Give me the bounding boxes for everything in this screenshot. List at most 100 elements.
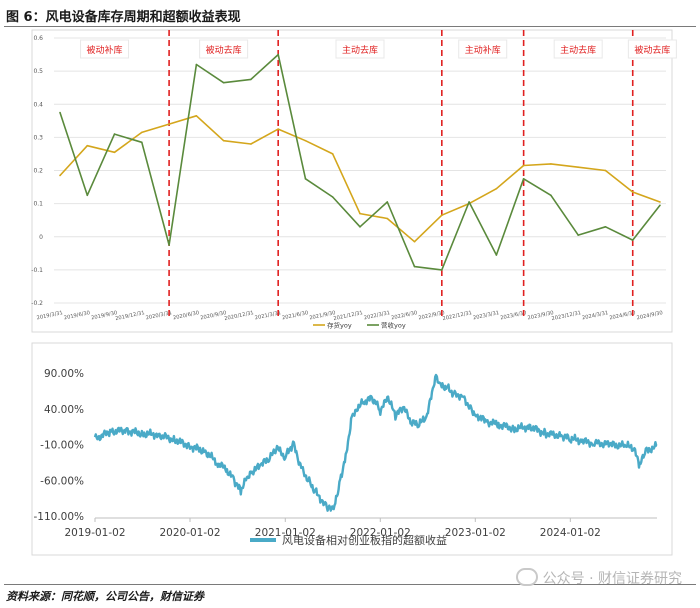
chart2-xtick-label: 2023-01-02 — [445, 527, 506, 539]
chart1-series-point — [631, 191, 634, 193]
chart1-series-point — [113, 133, 116, 135]
chart1-series-point — [659, 204, 661, 207]
chart1-phase-box — [335, 39, 385, 59]
chart1-series-point — [441, 214, 443, 217]
chart2-xtick-label: 2024-01-02 — [540, 527, 601, 539]
chart1-xtick-label: 2024/3/31 — [582, 310, 609, 321]
chart2-ytick-label: 90.00% — [44, 368, 84, 380]
chart1-ytick-label: 0.1 — [33, 201, 43, 208]
chart2-xtick-label: 2020-01-02 — [159, 527, 220, 539]
chart1-series-point — [250, 143, 252, 145]
chart1-series-point — [304, 139, 307, 142]
chart1-series-point — [277, 53, 279, 56]
chart2-ytick-label: 40.00% — [44, 404, 84, 416]
chart1-series-point — [168, 244, 170, 246]
chart1-series-point — [222, 139, 225, 142]
chart1-ytick-label: 0.5 — [33, 68, 43, 75]
chart1-series-point — [604, 169, 607, 172]
chart1-frame — [31, 29, 673, 333]
chart1-series-point — [550, 163, 552, 165]
chart1-series-point — [386, 217, 389, 220]
chart1-series-point — [141, 131, 143, 134]
chart1-xtick-label: 2021/3/31 — [254, 310, 281, 321]
chart2-xtick-label: 2022-01-02 — [350, 527, 411, 539]
chart1-series-point — [577, 234, 579, 236]
chart1-ytick-label: 0.3 — [33, 134, 43, 141]
chart1-xtick-label: 2024/6/30 — [609, 310, 636, 321]
top-rule — [4, 26, 696, 27]
chart1-ytick-label: 0.4 — [33, 101, 43, 108]
watermark-text: 公众号 · 财信证券研究 — [542, 571, 682, 587]
chart1-series-point — [250, 78, 252, 81]
chart1-xtick-label: 2019/9/30 — [91, 310, 118, 321]
chart1-xtick-label: 2023/3/31 — [473, 310, 500, 321]
chart1-series-point — [359, 212, 361, 215]
chart1-series-point — [577, 166, 579, 168]
chart2-ytick-label: -10.00% — [40, 440, 84, 452]
chart1-series-point — [522, 164, 525, 167]
chart1-xtick-label: 2022/6/30 — [391, 310, 418, 321]
chart1-series-point — [413, 265, 416, 268]
chart1-phase-label: 主动去库 — [342, 44, 378, 56]
chart1-phase-box — [627, 39, 677, 59]
chart1-ytick-label: -0.1 — [31, 267, 43, 274]
chart1-xtick-label: 2021/9/30 — [309, 310, 336, 321]
chart1-ytick-label: 0.6 — [33, 35, 43, 42]
chart1-series-point — [659, 201, 661, 203]
chart1-series-point — [59, 111, 61, 114]
chart1-series-point — [604, 226, 607, 228]
chart1-series-point — [522, 177, 525, 180]
chart1-ytick-label: -0.2 — [31, 300, 43, 307]
chart1-series-point — [168, 123, 170, 125]
chart2-legend-label: 风电设备相对创业板指的超额收益 — [282, 533, 447, 547]
chart1-series-point — [304, 177, 307, 180]
chart1-series-point — [59, 174, 61, 177]
chart2-ytick-label: -60.00% — [40, 475, 84, 487]
chart1-series-point — [113, 151, 116, 154]
chart1-series-point — [86, 144, 89, 147]
chart1-xtick-label: 2020/3/31 — [145, 310, 172, 321]
chart1-phase-label: 主动补库 — [465, 44, 501, 56]
chart1-phase-label: 被动补库 — [87, 44, 123, 56]
chart1-series-point — [222, 81, 225, 84]
chart1-series-point — [195, 63, 198, 66]
chart2-ytick-label: -110.00% — [33, 511, 84, 523]
chart1-series-point — [86, 194, 89, 197]
chart1-xtick-label: 2020/6/30 — [173, 310, 200, 321]
chart1-series-point — [331, 196, 334, 198]
watermark: 公众号 · 财信证券研究 — [515, 568, 682, 588]
chart1-ytick-label: 0.2 — [33, 168, 43, 175]
chart1-phase-box — [199, 39, 249, 59]
chart1-series-point — [550, 194, 552, 197]
chart1-legend-label: 存货yoy — [327, 321, 352, 330]
chart1-xtick-label: 2024/9/30 — [636, 310, 663, 321]
chart1-series-point — [413, 240, 416, 243]
chart1-xtick-label: 2022/3/31 — [363, 310, 390, 321]
chart1-phase-label: 主动去库 — [560, 44, 596, 56]
chart1-series-point — [631, 239, 634, 241]
chart1-xtick-label: 2019/6/30 — [63, 310, 90, 321]
chart1-series-point — [195, 115, 198, 117]
chart1-xtick-label: 2021/6/30 — [282, 310, 309, 321]
chart1-series-point — [468, 201, 470, 203]
chart2-xtick-label: 2021-01-02 — [255, 527, 316, 539]
chart1-series-point — [495, 254, 498, 256]
chart2-series-line — [93, 373, 658, 512]
chart1-series-point — [495, 187, 498, 190]
chart1-xtick-label: 2020/9/30 — [200, 310, 227, 321]
chart1-series-point — [277, 128, 279, 130]
chart1-phase-box — [553, 39, 603, 59]
chart1-ytick-label: 0 — [39, 234, 43, 241]
chart1-series-point — [331, 153, 334, 155]
chart1-series-point — [359, 226, 361, 228]
chart1-series-point — [386, 201, 389, 203]
chart1-legend-label: 营收yoy — [381, 321, 406, 330]
chart2-xtick-label: 2019-01-02 — [64, 527, 125, 539]
chart1-series-point — [441, 269, 443, 271]
chart1-xtick-label: 2019/3/31 — [36, 310, 63, 321]
figure-title: 图 6：风电设备库存周期和超额收益表现 — [6, 10, 241, 25]
chart1-phase-label: 被动去库 — [634, 44, 670, 56]
bottom-rule — [4, 584, 696, 585]
chart1-phase-box — [458, 39, 508, 59]
